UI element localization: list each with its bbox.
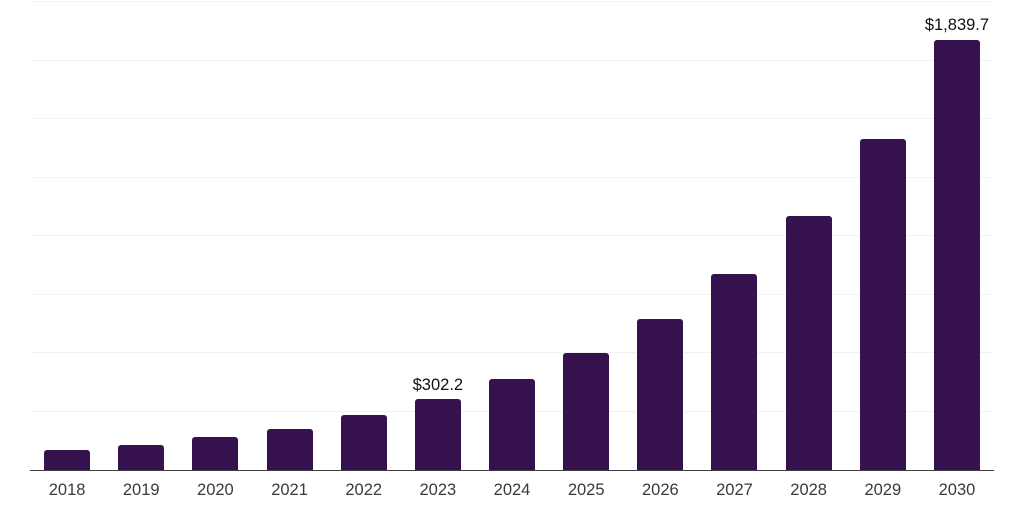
x-axis-label: 2021 [271, 481, 308, 499]
x-axis-label: 2028 [790, 481, 827, 499]
bar [637, 319, 684, 470]
x-axis-label: 2022 [345, 481, 383, 499]
x-axis-label: 2023 [419, 481, 457, 499]
x-axis-label: 2027 [716, 481, 753, 499]
bar-slot [623, 2, 697, 470]
bar [711, 273, 758, 470]
bar-slot [104, 2, 178, 470]
bar [785, 215, 832, 470]
x-axis-label: 2030 [938, 481, 976, 499]
x-axis-label: 2026 [641, 481, 679, 499]
bar-slot [252, 2, 326, 470]
bar-slot [475, 2, 549, 470]
bar-slot [30, 2, 104, 470]
x-axis-label: 2019 [122, 481, 160, 499]
gridline [30, 176, 994, 178]
bar-slot [846, 2, 920, 470]
bar [266, 428, 313, 470]
gridline [30, 293, 994, 295]
bar-value-label: $1,839.7 [924, 16, 990, 35]
bar-slot [697, 2, 771, 470]
bar-slot: $302.2 [401, 2, 475, 470]
x-axis-label: 2029 [864, 481, 902, 499]
x-axis-label: 2018 [48, 481, 86, 499]
bar-slot [178, 2, 252, 470]
bar [414, 399, 461, 470]
gridline [30, 352, 994, 353]
bar [859, 139, 906, 470]
bar [44, 450, 91, 470]
bar-value-label: $302.2 [412, 375, 464, 394]
bar [563, 352, 610, 470]
x-axis-labels: 2018 2019 2020 2021 2022 2023 2024 2025 2026 2027… [30, 477, 994, 503]
gridline [30, 59, 994, 61]
bar [489, 379, 536, 470]
bar-slot [327, 2, 401, 470]
bar-slot [549, 2, 623, 470]
bar [118, 445, 165, 470]
bar [340, 415, 387, 470]
gridline [30, 1, 994, 2]
bar-slot: $1,839.7 [920, 2, 994, 470]
bar [933, 39, 980, 470]
x-axis-label: 2024 [493, 481, 531, 499]
gridline [30, 235, 994, 236]
x-axis-label: 2020 [197, 481, 234, 499]
bars-container: $302.2 $1,839.7 [30, 2, 994, 470]
x-axis-label: 2025 [567, 481, 605, 499]
gridline [30, 118, 994, 119]
plot-area: $302.2 $1,839.7 [30, 1, 994, 471]
bar [192, 437, 239, 470]
bar-slot [772, 2, 846, 470]
